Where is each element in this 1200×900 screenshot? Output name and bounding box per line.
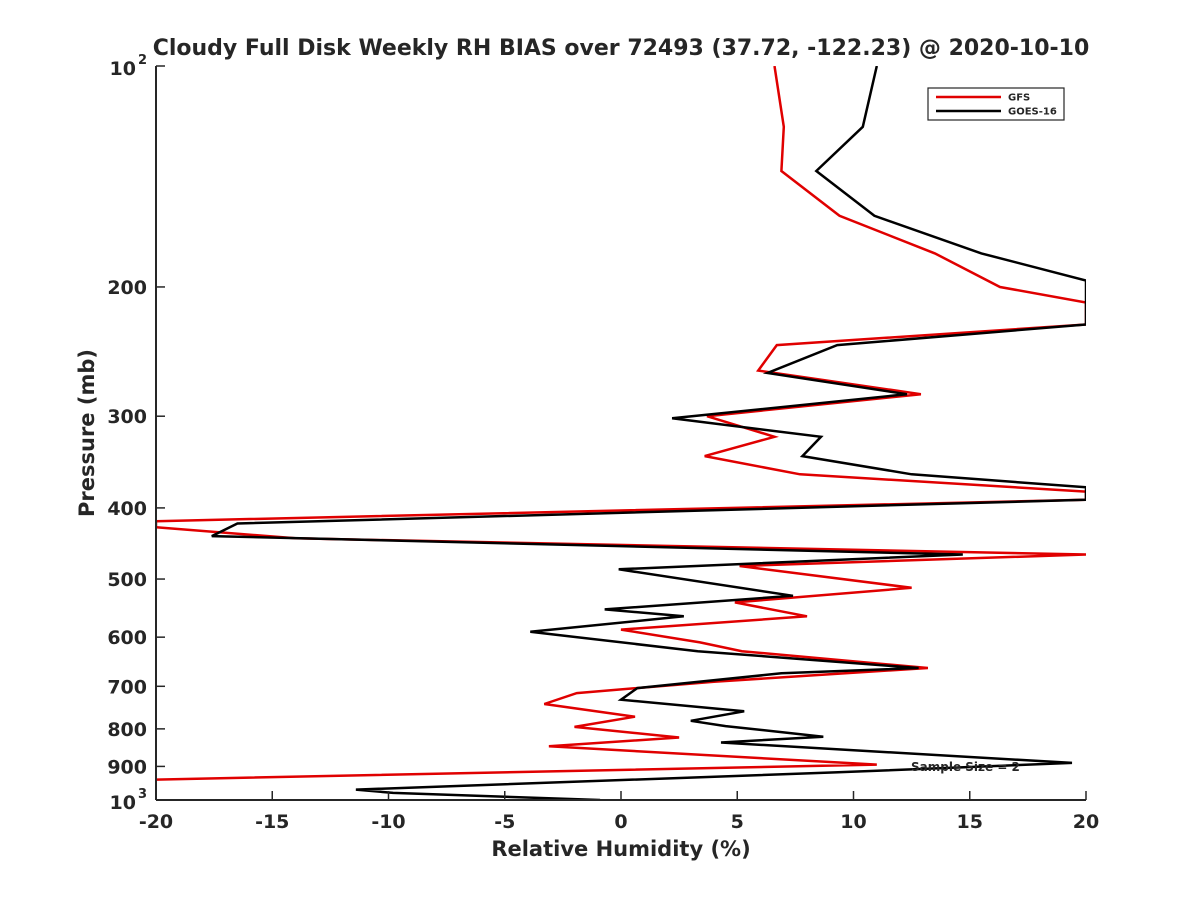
sample-size-annotation: Sample Size = 2 xyxy=(911,760,1020,774)
y-tick-label-exponent: 3 xyxy=(138,787,147,802)
chart-title: Cloudy Full Disk Weekly RH BIAS over 724… xyxy=(153,36,1090,61)
x-tick-label: -5 xyxy=(494,811,515,833)
x-tick-label: -10 xyxy=(371,811,405,833)
x-tick-label: 15 xyxy=(957,811,983,833)
y-tick-label: 700 xyxy=(107,676,147,698)
legend: GFS GOES-16 xyxy=(927,87,1065,121)
x-tick-label: 5 xyxy=(731,811,744,833)
x-tick-label: -15 xyxy=(255,811,289,833)
legend-label-gfs: GFS xyxy=(1008,93,1030,104)
x-tick-label: 10 xyxy=(840,811,866,833)
y-tick-label: 800 xyxy=(107,719,147,741)
legend-label-goes-16: GOES-16 xyxy=(1008,107,1057,118)
y-axis-label: Pressure (mb) xyxy=(75,349,99,517)
plot-background xyxy=(156,66,1086,800)
y-tick-label: 10 xyxy=(110,792,136,814)
y-tick-label: 600 xyxy=(107,627,147,649)
y-tick-label: 400 xyxy=(107,498,147,520)
x-tick-label: 20 xyxy=(1073,811,1099,833)
y-tick-label: 300 xyxy=(107,406,147,428)
x-axis-label: Relative Humidity (%) xyxy=(491,837,750,861)
plot-area xyxy=(156,66,1086,800)
y-tick-label-exponent: 2 xyxy=(138,53,147,68)
y-tick-label: 10 xyxy=(110,58,136,80)
y-tick-label: 200 xyxy=(107,277,147,299)
series-layer xyxy=(156,66,1086,800)
x-tick-group: -20 -15 -10 -5 0 5 10 15 20 xyxy=(139,791,1099,833)
x-tick-label: 0 xyxy=(614,811,627,833)
y-tick-label: 500 xyxy=(107,569,147,591)
legend-box xyxy=(927,87,1065,121)
y-tick-label: 900 xyxy=(107,756,147,778)
x-tick-label: -20 xyxy=(139,811,173,833)
series-line-goes-16 xyxy=(211,66,1086,800)
